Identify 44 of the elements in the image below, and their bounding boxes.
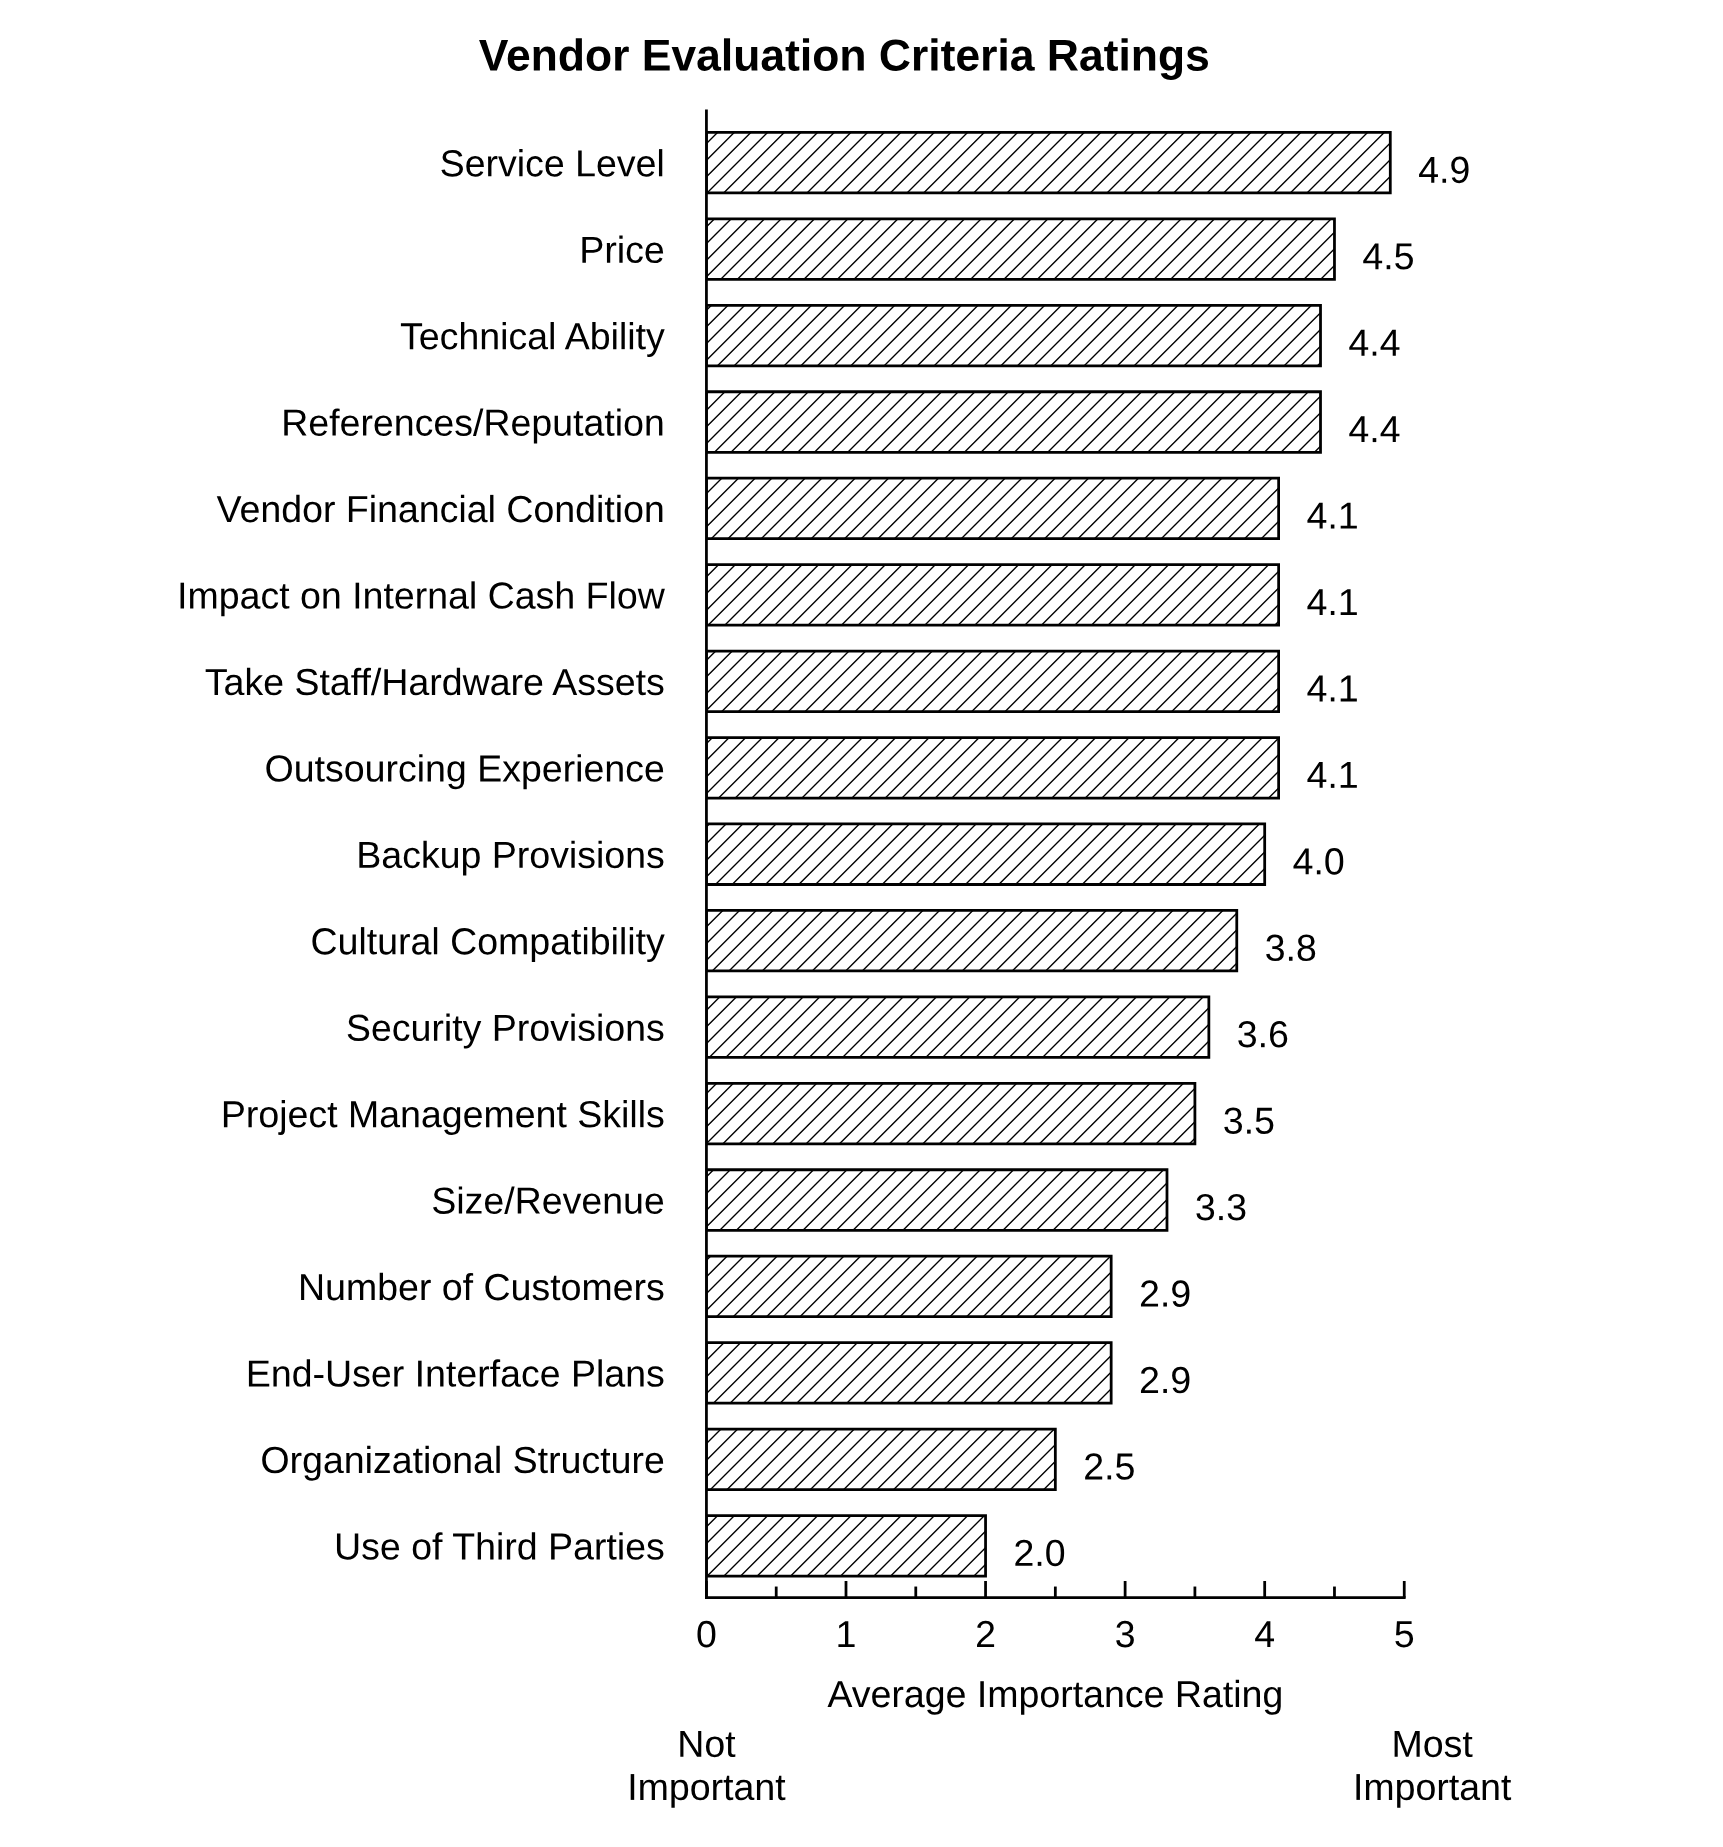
y-tick-label: Impact on Internal Cash Flow [180,581,665,617]
data-label: 2.9 [1140,1366,1190,1394]
y-tick-label: Size/Revenue [433,1186,664,1214]
data-label: 4.1 [1307,589,1357,615]
data-label: 4.1 [1307,502,1357,529]
data-label: 2.9 [1140,1280,1190,1307]
data-label: 4.4 [1349,416,1400,443]
y-tick-label: Price [582,235,664,264]
data-label: 4.5 [1363,243,1413,270]
text: Most Important [1356,1730,1512,1808]
data-label: 3.6 [1238,1021,1288,1048]
y-tick-label: End-User Interface Plans [248,1359,664,1387]
data-label: 3.5 [1224,1107,1274,1135]
text: Not Important [630,1730,786,1808]
data-label: 4.9 [1419,156,1469,184]
data-label: 4.0 [1293,848,1344,875]
y-tick-label: Cultural Compatibility [312,927,665,963]
y-tick-label: Technical Ability [400,321,665,357]
y-tick-label: Outsourcing Experience [266,754,664,790]
x-axis-title: Average Importance Rating [827,1679,1281,1715]
data-label: 4.1 [1307,675,1357,702]
y-tick-label: Backup Provisions [359,840,664,876]
x-tick-label: 5 [1395,1621,1414,1648]
y-tick-label: Number of Customers [301,1272,664,1301]
y-tick-label: Vendor Financial Condition [216,494,663,523]
x-tick-label: 3 [1116,1620,1134,1648]
y-tick-label: Project Management Skills [223,1099,664,1135]
x-tick-label: 0 [697,1620,716,1648]
data-label: 3.3 [1196,1193,1246,1221]
data-label: 2.0 [1015,1539,1065,1567]
data-label: 2.5 [1085,1453,1134,1480]
x-tick-label: 2 [977,1620,995,1648]
data-label: 3.8 [1266,934,1316,962]
y-tick-label: Organizational Structure [262,1445,664,1481]
x-tick-label: 4 [1255,1621,1275,1648]
y-tick-label: Security Provisions [347,1013,664,1049]
y-tick-label: Use of Third Parties [336,1532,664,1560]
chart-title: Vendor Evaluation Criteria Ratings [479,38,1208,80]
y-tick-label: Service Level [441,149,663,177]
y-tick-label: Take Staff/Hardware Assets [205,667,664,696]
y-tick-label: References/Reputation [284,408,663,444]
data-label: 4.4 [1349,329,1400,356]
x-tick-label: 1 [838,1621,855,1648]
data-label: 4.1 [1307,762,1357,788]
